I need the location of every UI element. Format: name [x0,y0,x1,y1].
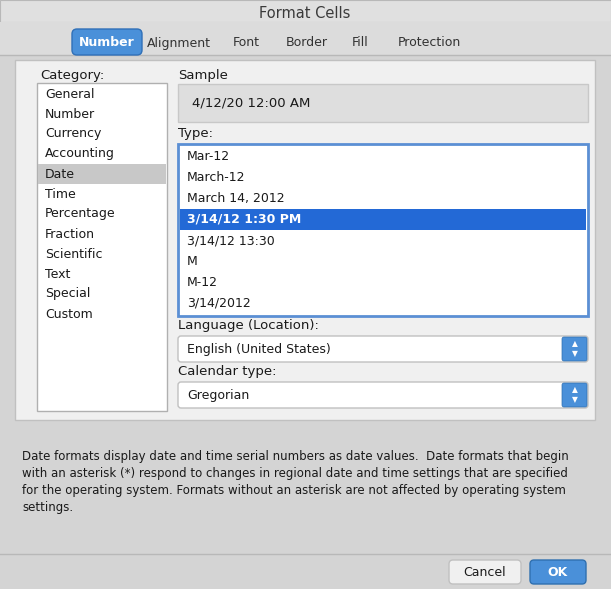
Text: Custom: Custom [45,307,93,320]
Text: Format Cells: Format Cells [259,5,351,21]
Text: Fill: Fill [352,37,369,49]
Text: Date: Date [45,167,75,180]
Text: March 14, 2012: March 14, 2012 [187,192,285,205]
Text: Number: Number [79,35,135,48]
Text: Calendar type:: Calendar type: [178,366,277,379]
Bar [37,83,167,411]
Text: 4/12/20 12:00 AM: 4/12/20 12:00 AM [192,97,310,110]
Text: General: General [45,88,95,101]
Text: Currency: Currency [45,127,101,141]
Text: Scientific: Scientific [45,247,103,260]
Text: English (United States): English (United States) [187,342,331,356]
Text: Alignment: Alignment [147,37,211,49]
Text: ▲: ▲ [572,385,578,395]
Bar [0,22,611,55]
Text: 3/14/2012: 3/14/2012 [187,297,251,310]
Text: M: M [187,255,198,268]
Text: Type:: Type: [178,127,213,141]
Bar [0,430,611,550]
Text: ▼: ▼ [572,395,578,405]
Text: Category:: Category: [40,68,104,81]
Text: Protection: Protection [398,37,461,49]
Text: Language (Location):: Language (Location): [178,319,319,333]
Text: Cancel: Cancel [464,565,507,578]
Text: ▲: ▲ [572,339,578,349]
FancyBboxPatch shape [449,560,521,584]
FancyBboxPatch shape [562,383,587,407]
FancyBboxPatch shape [562,337,587,361]
Text: Number: Number [45,108,95,121]
Text: Text: Text [45,267,70,280]
Text: Date formats display date and time serial numbers as date values.  Date formats : Date formats display date and time seria… [22,450,569,463]
FancyBboxPatch shape [72,29,142,55]
Text: for the operating system. Formats without an asterisk are not affected by operat: for the operating system. Formats withou… [22,484,566,497]
Text: 3/14/12 1:30 PM: 3/14/12 1:30 PM [187,213,301,226]
Bar [0,0,611,22]
Text: Time: Time [45,187,76,200]
Text: settings.: settings. [22,501,73,514]
Bar [38,164,166,184]
FancyBboxPatch shape [178,336,588,362]
Text: OK: OK [548,565,568,578]
FancyBboxPatch shape [530,560,586,584]
Text: Font: Font [233,37,260,49]
Bar [178,144,588,316]
Text: 3/14/12 13:30: 3/14/12 13:30 [187,234,275,247]
FancyBboxPatch shape [178,382,588,408]
Text: Mar-12: Mar-12 [187,150,230,163]
Text: with an asterisk (*) respond to changes in regional date and time settings that : with an asterisk (*) respond to changes … [22,467,568,480]
Bar [180,209,586,230]
Text: March-12: March-12 [187,171,246,184]
Text: Special: Special [45,287,90,300]
Text: Percentage: Percentage [45,207,115,220]
Text: Fraction: Fraction [45,227,95,240]
Text: ▼: ▼ [572,349,578,359]
Bar [178,84,588,122]
Text: Gregorian: Gregorian [187,389,249,402]
Text: Accounting: Accounting [45,147,115,160]
Text: Sample: Sample [178,68,228,81]
Text: M-12: M-12 [187,276,218,289]
Text: Border: Border [286,37,328,49]
Bar [15,60,595,420]
